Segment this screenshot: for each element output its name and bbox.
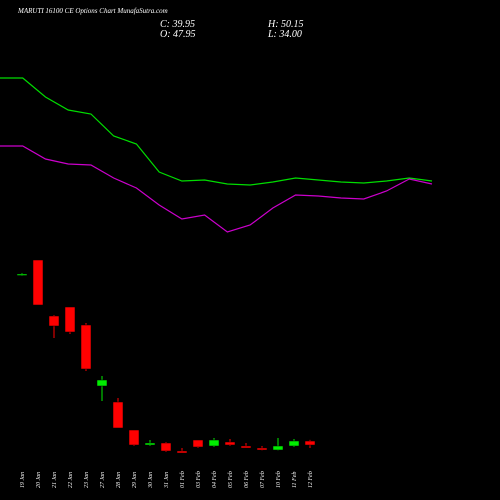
- chart-title: MARUTI 16100 CE Options Chart MunafaSutr…: [17, 7, 168, 15]
- candle-body: [160, 442, 172, 452]
- x-tick-label: 20 Jan: [36, 472, 42, 488]
- candle-body: [32, 259, 44, 306]
- x-tick-label: 28 Jan: [116, 472, 122, 488]
- candle-body: [208, 439, 220, 447]
- candle-body: [288, 440, 300, 447]
- high-label: H: 50.15: [267, 19, 304, 30]
- x-tick-label: 29 Jan: [132, 472, 138, 488]
- x-tick-label: 19 Jan: [20, 472, 26, 488]
- x-tick-label: 22 Jan: [68, 472, 74, 488]
- candle-body: [304, 440, 316, 446]
- candle-body: [192, 439, 204, 448]
- x-tick-label: 04 Feb: [211, 471, 218, 488]
- candle-body: [112, 401, 124, 429]
- close-label: C: 39.95: [160, 19, 195, 30]
- candle-body: [272, 445, 284, 451]
- x-tick-label: 03 Feb: [196, 471, 202, 488]
- x-tick-label: 10 Feb: [276, 471, 282, 488]
- candle-body: [240, 445, 252, 449]
- x-tick-label: 06 Feb: [244, 471, 250, 488]
- candle-body: [256, 447, 268, 451]
- x-tick-label: 12 Feb: [308, 471, 314, 488]
- x-tick-label: 11 Feb: [292, 472, 298, 488]
- open-label: O: 47.95: [160, 29, 196, 40]
- line: [0, 77, 433, 186]
- x-tick-label: 01 Feb: [180, 471, 186, 488]
- x-tick-label: 31 Jan: [164, 472, 170, 489]
- low-label: L: 34.00: [267, 29, 302, 40]
- candle-body: [224, 441, 236, 446]
- x-tick-label: 05 Feb: [228, 471, 234, 488]
- candle-body: [16, 273, 28, 276]
- candle-body: [176, 450, 188, 454]
- x-tick-label: 21 Jan: [52, 472, 58, 488]
- candle-body: [80, 324, 92, 370]
- line: [0, 145, 433, 233]
- candle-body: [48, 315, 60, 327]
- x-tick-label: 30 Jan: [148, 472, 154, 489]
- candle-body: [144, 442, 156, 446]
- x-tick-label: 07 Feb: [260, 471, 266, 488]
- candle-body: [96, 379, 108, 387]
- candle-body: [64, 306, 76, 333]
- x-tick-label: 23 Jan: [84, 472, 90, 488]
- x-tick-label: 27 Jan: [100, 472, 106, 488]
- candle-body: [128, 429, 140, 446]
